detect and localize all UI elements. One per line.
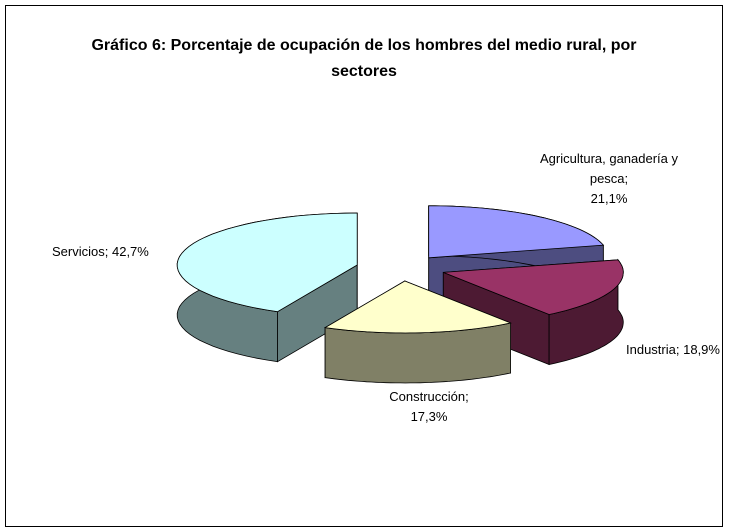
value-label: 17,3% [410, 409, 448, 424]
data-label: Agricultura, ganadería y pesca; 21,1% [539, 149, 679, 209]
value-label: 18,9% [683, 342, 720, 357]
chart-frame: Gráfico 6: Porcentaje de ocupación de lo… [5, 5, 723, 527]
category-label: Industria; [626, 342, 680, 357]
category-label: Servicios; [52, 244, 109, 259]
category-label: Construcción; [389, 389, 469, 404]
slice [428, 205, 605, 259]
value-label: 42,7% [111, 244, 149, 259]
slice [176, 212, 358, 313]
data-label: Industria; 18,9% [626, 340, 722, 360]
data-label: Construcción; 17,3% [364, 387, 494, 427]
value-label: 21,1% [590, 191, 628, 206]
category-label: Agricultura, ganadería y pesca; [539, 151, 679, 186]
data-label: Servicios; 42,7% [52, 242, 252, 262]
slice [443, 259, 624, 315]
pie [176, 205, 624, 384]
chart-title: Gráfico 6: Porcentaje de ocupación de lo… [91, 37, 637, 80]
slice [323, 280, 513, 334]
